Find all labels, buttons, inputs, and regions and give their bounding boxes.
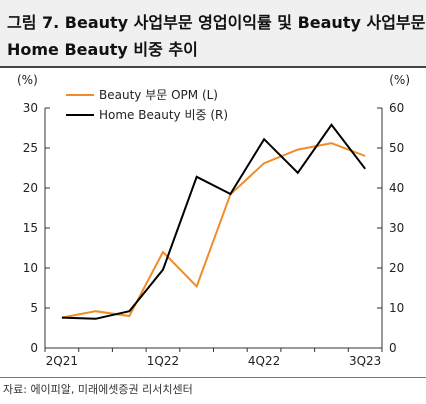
right-tick-label: 50 bbox=[389, 141, 404, 155]
legend-label: Home Beauty 비중 (R) bbox=[99, 108, 228, 122]
chart-title: 그림 7. Beauty 사업부문 영업이익률 및 Beauty 사업부문내 bbox=[7, 13, 426, 32]
right-tick-label: 40 bbox=[389, 181, 404, 195]
left-axis-unit: (%) bbox=[17, 73, 38, 87]
right-tick-label: 20 bbox=[389, 261, 404, 275]
left-tick-label: 5 bbox=[30, 301, 38, 315]
right-tick-label: 10 bbox=[389, 301, 404, 315]
right-tick-label: 30 bbox=[389, 221, 404, 235]
left-tick-label: 15 bbox=[23, 221, 38, 235]
left-tick-label: 30 bbox=[23, 101, 38, 115]
left-tick-label: 25 bbox=[23, 141, 38, 155]
right-axis-unit: (%) bbox=[389, 73, 410, 87]
series-line-beauty-opm bbox=[61, 142, 366, 319]
title-block: 그림 7. Beauty 사업부문 영업이익률 및 Beauty 사업부문내 H… bbox=[0, 0, 426, 66]
x-tick-label: 2Q21 bbox=[46, 354, 78, 368]
left-tick-label: 0 bbox=[30, 341, 38, 355]
chart-title-cont: Home Beauty 비중 추이 bbox=[7, 40, 198, 59]
left-tick-label: 20 bbox=[23, 181, 38, 195]
x-tick-label: 4Q22 bbox=[248, 354, 280, 368]
x-tick-label: 1Q22 bbox=[147, 354, 179, 368]
left-tick-label: 10 bbox=[23, 261, 38, 275]
source-divider bbox=[0, 377, 426, 378]
x-tick-label: 3Q23 bbox=[349, 354, 381, 368]
right-tick-label: 60 bbox=[389, 101, 404, 115]
legend-label: Beauty 부문 OPM (L) bbox=[99, 88, 218, 102]
title-divider bbox=[0, 66, 426, 68]
source-note: 자료: 에이피알, 미래에셋증권 리서치센터 bbox=[3, 383, 193, 396]
series-line-home-beauty-share bbox=[61, 123, 366, 320]
right-tick-label: 0 bbox=[389, 341, 397, 355]
dual-axis-line-chart: (%) (%) 0 5 10 15 20 25 30 0 10 20 30 40 50 60 2Q21 1Q22 4… bbox=[17, 73, 410, 368]
